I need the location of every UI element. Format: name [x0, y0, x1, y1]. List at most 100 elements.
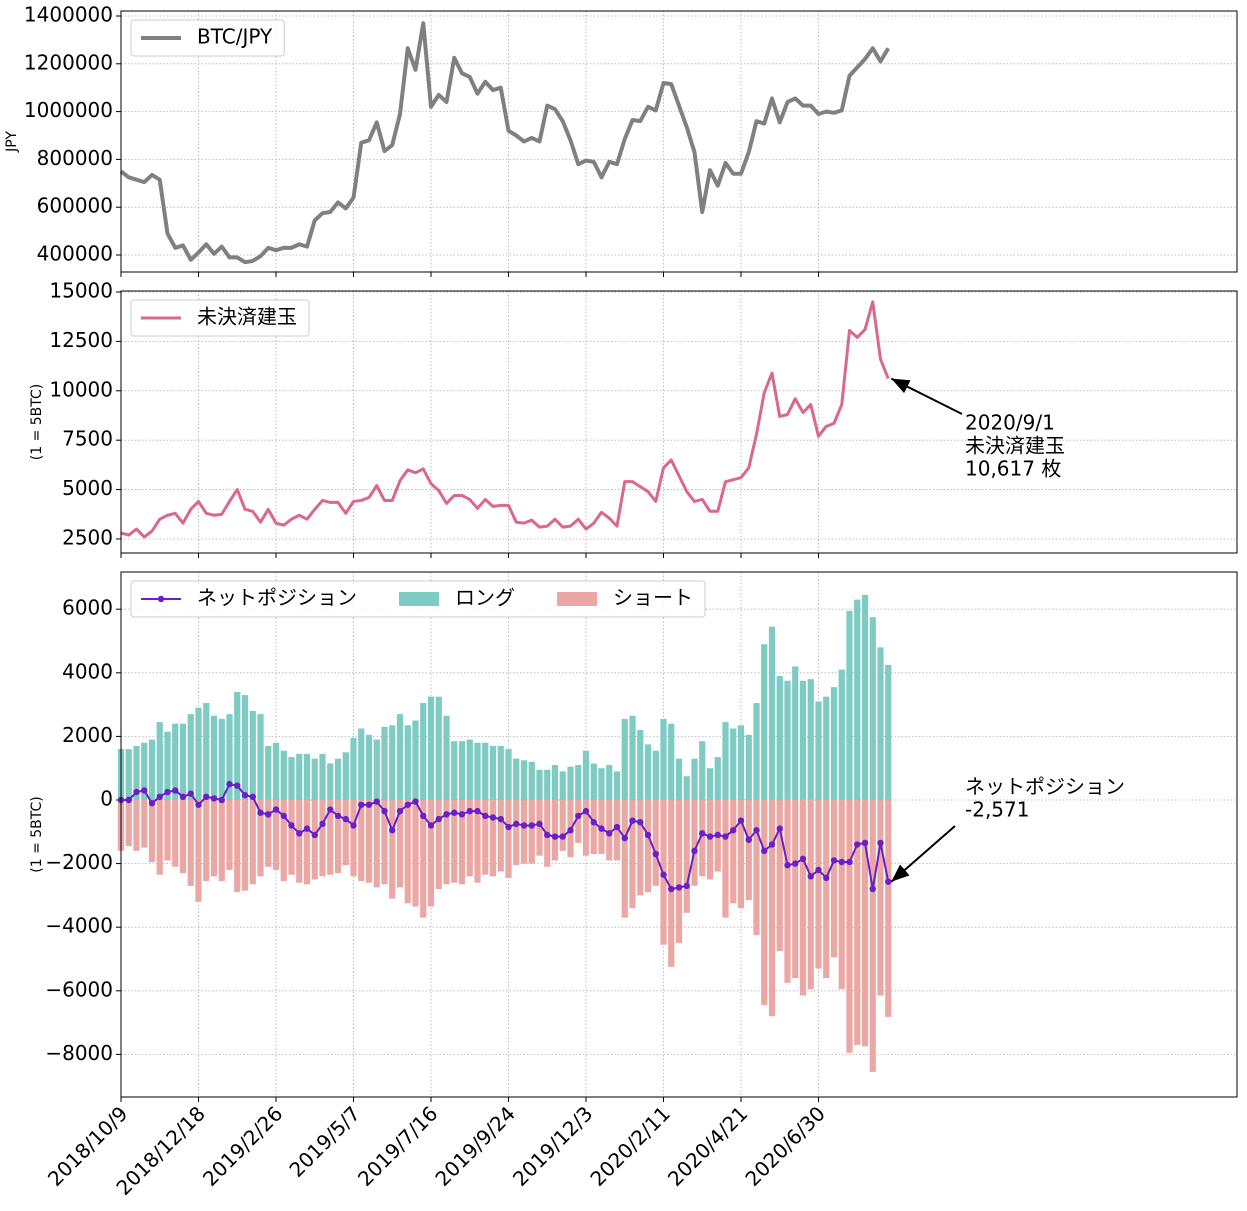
- bar: [551, 765, 559, 800]
- bar: [164, 731, 171, 800]
- bar: [706, 768, 714, 800]
- bar: [420, 703, 427, 800]
- bar: [226, 714, 233, 800]
- data-point: [784, 861, 791, 869]
- bar: [125, 799, 132, 847]
- bar: [303, 753, 311, 800]
- bar: [768, 799, 776, 1017]
- bar: [877, 647, 884, 800]
- data-point: [234, 782, 241, 789]
- bar: [722, 799, 729, 918]
- legend-label: ネットポジション: [197, 586, 357, 610]
- data-point: [505, 823, 512, 831]
- data-point: [861, 839, 869, 847]
- bar: [652, 799, 659, 886]
- bar: [327, 763, 334, 800]
- data-point: [668, 885, 675, 893]
- bar: [559, 771, 566, 800]
- bar: [489, 745, 497, 800]
- y-tick-label: −8000: [45, 1041, 113, 1065]
- bar: [675, 758, 683, 800]
- bar: [582, 799, 590, 856]
- y-tick-label: 1200000: [24, 50, 113, 74]
- data-point: [598, 825, 605, 832]
- bar: [396, 799, 404, 888]
- bar: [784, 799, 791, 983]
- bar: [288, 757, 295, 800]
- annotation-arrow: [890, 377, 963, 415]
- data-point: [141, 787, 148, 794]
- data-point: [683, 882, 690, 890]
- data-point: [396, 807, 404, 815]
- bar: [761, 644, 768, 800]
- bar: [319, 753, 326, 800]
- annotation-text: ネットポジション: [965, 775, 1125, 799]
- bar: [257, 714, 264, 800]
- bar: [582, 750, 590, 800]
- data-point: [365, 801, 373, 808]
- bar: [730, 728, 737, 800]
- bar: [815, 701, 822, 800]
- bar: [621, 718, 628, 800]
- y-tick-label: −2000: [45, 850, 113, 874]
- data-line: [121, 783, 890, 891]
- bar: [148, 799, 156, 863]
- bar: [187, 799, 194, 886]
- bar: [489, 799, 497, 877]
- bar: [528, 761, 535, 800]
- bar: [830, 687, 838, 800]
- data-point: [792, 860, 799, 867]
- data-point: [420, 812, 427, 820]
- data-point: [590, 819, 597, 826]
- bar: [234, 799, 241, 893]
- data-point: [675, 884, 683, 891]
- data-point: [125, 796, 132, 804]
- bar: [350, 799, 357, 877]
- data-point: [745, 836, 752, 843]
- data-point: [652, 850, 659, 858]
- data-point: [404, 801, 411, 808]
- bar: [691, 758, 698, 800]
- bar: [513, 758, 520, 800]
- data-point: [412, 798, 419, 805]
- y-tick-label: 600000: [37, 194, 113, 218]
- bar: [629, 715, 636, 800]
- bar: [551, 799, 559, 861]
- y-tick-label: 800000: [37, 146, 113, 170]
- data-point: [722, 833, 729, 840]
- bar: [427, 799, 435, 907]
- data-point: [768, 841, 776, 848]
- bar: [412, 720, 419, 800]
- legend-label: ロング: [455, 586, 515, 610]
- y-tick-label: 1000000: [24, 98, 113, 122]
- bar: [420, 799, 427, 918]
- bar: [210, 715, 218, 800]
- y-tick-label: 400000: [37, 242, 113, 266]
- bar: [319, 799, 326, 877]
- bar: [280, 750, 287, 800]
- data-point: [179, 793, 187, 801]
- data-point: [753, 827, 760, 834]
- bar: [776, 799, 783, 952]
- bar: [203, 703, 210, 800]
- data-point: [241, 792, 249, 799]
- bar: [807, 799, 814, 990]
- bar: [451, 799, 458, 883]
- bar: [567, 766, 574, 800]
- bar: [683, 776, 690, 800]
- bar: [668, 723, 675, 800]
- data-point: [807, 873, 814, 880]
- data-point: [156, 793, 163, 801]
- bar: [838, 669, 845, 800]
- bar: [466, 799, 473, 877]
- bar: [203, 799, 210, 882]
- bar: [327, 799, 334, 875]
- bar: [249, 799, 256, 885]
- bar: [877, 799, 884, 996]
- frame: [120, 571, 1238, 1098]
- data-point: [776, 825, 783, 832]
- bar: [443, 715, 450, 800]
- bar: [210, 799, 218, 877]
- panel: −8000−6000−4000−200002000400060002018/10…: [29, 571, 1238, 1200]
